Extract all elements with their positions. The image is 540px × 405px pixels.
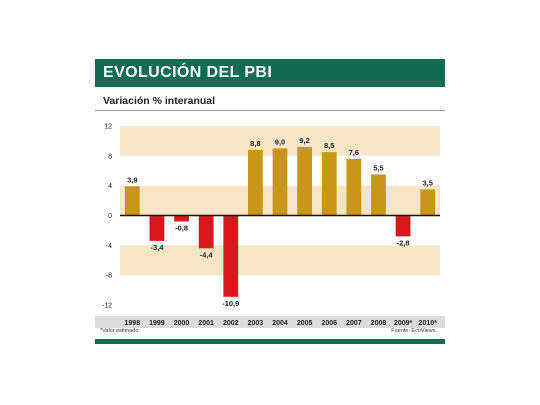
bar-2004: [272, 148, 288, 216]
x-tick-label: 1998: [125, 320, 141, 327]
chart-subtitle: Variación % interanual: [103, 95, 216, 107]
bar-2000: [174, 215, 189, 222]
bar-value-label: -0,8: [175, 223, 188, 232]
bar-value-label: -4,4: [200, 250, 214, 259]
bar-2002: [223, 215, 239, 297]
bar-value-label: -10,9: [222, 299, 239, 308]
x-tick-label: 2001: [198, 320, 214, 327]
bar-2010*: [420, 189, 436, 216]
x-tick-label: 2003: [248, 320, 264, 327]
x-tick-label: 2007: [346, 320, 362, 327]
bar-1999: [149, 215, 165, 241]
bar-2007: [346, 158, 362, 216]
shaded-band-2: [120, 245, 440, 276]
bar-value-label: 3,9: [127, 175, 137, 184]
x-tick-label: 2005: [297, 320, 313, 327]
bar-2008: [371, 174, 386, 216]
subtitle-divider: [95, 110, 445, 111]
y-tick-label: -12: [102, 303, 112, 310]
bar-1998: [124, 186, 140, 216]
bar-2001: [198, 215, 214, 249]
chart-title: EVOLUCIÓN DEL PBI: [103, 64, 273, 81]
source-note: Fuente: EcoViews.: [391, 328, 437, 334]
bar-value-label: 8,5: [324, 141, 334, 150]
title-bar: EVOLUCIÓN DEL PBI: [95, 59, 445, 87]
bar-value-label: 8,8: [250, 139, 260, 148]
x-tick-label: 2002: [223, 320, 239, 327]
bar-value-label: 5,5: [373, 163, 383, 172]
bottom-bar: [95, 339, 445, 344]
x-tick-label: 2006: [321, 320, 337, 327]
category-axis-strip: [95, 316, 445, 328]
bar-value-label: -3,4: [150, 243, 164, 252]
x-tick-label: 1999: [149, 320, 165, 327]
bar-value-label: -2,8: [397, 238, 410, 247]
y-tick-label: -8: [106, 273, 112, 280]
chart-figure: EVOLUCIÓN DEL PBI Variación % interanual…: [95, 59, 445, 347]
x-tick-label: 2000: [174, 320, 190, 327]
x-tick-label: 2008: [371, 320, 387, 327]
estimate-note: *Valor estimado: [100, 328, 139, 334]
bar-2009*: [395, 215, 411, 237]
y-tick-label: 4: [108, 183, 112, 190]
bar-2003: [248, 149, 263, 216]
bar-2006: [321, 152, 337, 216]
bar-value-label: 3,5: [422, 178, 432, 187]
y-tick-label: 8: [108, 153, 112, 160]
bar-value-label: 7,6: [349, 148, 359, 157]
bar-value-label: 9,0: [275, 137, 285, 146]
x-tick-label: 2009*: [394, 320, 413, 327]
y-tick-label: -4: [106, 243, 112, 250]
y-tick-label: 0: [108, 213, 112, 220]
x-tick-label: 2004: [272, 320, 288, 327]
bar-2005: [297, 146, 312, 216]
bar-chart: 12 8 4 0 -4 -8 -12 3,9 -3,4 -0,8 -4,4 -10,9 8,8 9,0 9,…: [95, 124, 445, 328]
x-tick-label: 2010*: [419, 320, 438, 327]
y-tick-label: 12: [104, 124, 112, 131]
bar-value-label: 9,2: [299, 136, 309, 145]
